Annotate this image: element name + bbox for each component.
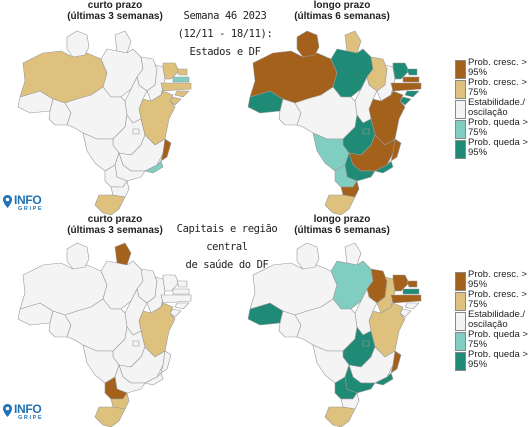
state-al bbox=[404, 302, 420, 310]
legend-swatch bbox=[455, 332, 466, 351]
state-rr bbox=[66, 30, 90, 58]
legend-label: Prob. queda > 95% bbox=[468, 137, 528, 158]
legend-label: Prob. queda > 75% bbox=[468, 117, 528, 138]
state-rn bbox=[176, 68, 188, 76]
state-pe bbox=[160, 294, 192, 304]
panel-title-line2: (últimas 6 semanas) bbox=[294, 11, 390, 22]
state-pb bbox=[402, 288, 420, 295]
legend-label: Prob. queda > 75% bbox=[468, 329, 528, 350]
panel-title-line2: (últimas 3 semanas) bbox=[67, 225, 163, 236]
pin-icon bbox=[3, 195, 12, 208]
state-df bbox=[362, 128, 370, 135]
center-title-line2: de saúde do DF bbox=[185, 259, 269, 271]
state-es bbox=[390, 350, 402, 374]
state-df bbox=[132, 340, 140, 347]
top-left-panel-title: curto prazo (últimas 3 semanas) bbox=[55, 0, 175, 22]
state-rr bbox=[296, 242, 320, 270]
bottom-right-panel-title: longo prazo (últimas 6 semanas) bbox=[282, 214, 402, 236]
state-ap bbox=[344, 242, 362, 266]
pin-icon bbox=[3, 404, 12, 417]
state-rr bbox=[66, 242, 90, 270]
legend-swatch bbox=[455, 100, 466, 119]
top-right-panel-title: longo prazo (últimas 6 semanas) bbox=[282, 0, 402, 22]
state-pb bbox=[172, 76, 190, 83]
logo-sub-text: GRIPE bbox=[18, 415, 44, 421]
legend-bottom: Prob. cresc. > 95% Prob. cresc. > 75% Es… bbox=[455, 270, 530, 372]
state-pe bbox=[390, 82, 422, 92]
state-al bbox=[174, 90, 190, 98]
state-ce bbox=[162, 274, 180, 292]
center-title-line3: Estados e DF bbox=[189, 46, 261, 58]
panel-title-line2: (últimas 6 semanas) bbox=[294, 225, 390, 236]
legend-label: Prob. cresc. > 75% bbox=[468, 77, 527, 98]
logo-sub-text: GRIPE bbox=[18, 206, 44, 212]
state-rn bbox=[176, 280, 188, 288]
map-top-right bbox=[247, 30, 422, 215]
logo-main-text: INFO bbox=[14, 193, 42, 207]
state-es bbox=[160, 350, 172, 374]
state-ap bbox=[344, 30, 362, 54]
legend-swatch bbox=[455, 80, 466, 99]
state-pb bbox=[172, 288, 190, 295]
panel-title-line1: longo prazo bbox=[313, 0, 371, 11]
state-rj bbox=[374, 372, 394, 386]
panel-title-line1: curto prazo bbox=[87, 0, 143, 11]
state-ce bbox=[162, 62, 180, 80]
legend-swatch bbox=[455, 292, 466, 311]
state-pe bbox=[390, 294, 422, 304]
legend-label: Prob. cresc. > 75% bbox=[468, 289, 527, 310]
state-ap bbox=[114, 30, 132, 54]
state-df bbox=[132, 128, 140, 135]
legend-swatch bbox=[455, 352, 466, 371]
state-rj bbox=[374, 160, 394, 174]
state-ap bbox=[114, 242, 132, 266]
legend-top: Prob. cresc. > 95% Prob. cresc. > 75% Es… bbox=[455, 58, 530, 160]
bottom-center-title: Capitais e região central de saúde do DF bbox=[162, 220, 292, 274]
map-top-left bbox=[17, 30, 192, 215]
center-title-line2: (12/11 - 18/11): bbox=[177, 28, 273, 40]
legend-label: Prob. cresc. > 95% bbox=[468, 57, 527, 78]
legend-label: Prob. cresc. > 95% bbox=[468, 269, 527, 290]
legend-label: Estabilidade./ oscilação bbox=[468, 97, 526, 118]
panel-title-line1: longo prazo bbox=[313, 214, 371, 225]
legend-label: Estabilidade./ oscilação bbox=[468, 309, 526, 330]
state-es bbox=[390, 138, 402, 162]
state-rs bbox=[94, 194, 126, 215]
state-es bbox=[160, 138, 172, 162]
state-ce bbox=[392, 62, 410, 80]
state-rn bbox=[406, 280, 418, 288]
state-ce bbox=[392, 274, 410, 292]
state-df bbox=[362, 340, 370, 347]
logo-main-text: INFO bbox=[14, 402, 42, 416]
legend-swatch bbox=[455, 312, 466, 331]
state-rs bbox=[94, 406, 126, 427]
legend-swatch bbox=[455, 120, 466, 139]
state-al bbox=[404, 90, 420, 98]
infogripe-logo-top: INFO GRIPE bbox=[3, 193, 53, 215]
center-title-line1: Semana 46 2023 bbox=[183, 10, 267, 22]
state-rr bbox=[296, 30, 320, 58]
map-bottom-left bbox=[17, 242, 192, 427]
bottom-left-panel-title: curto prazo (últimas 3 semanas) bbox=[55, 214, 175, 236]
center-title-line1: Capitais e região central bbox=[176, 223, 278, 253]
state-pb bbox=[402, 76, 420, 83]
infogripe-logo-bottom: INFO GRIPE bbox=[3, 402, 53, 424]
state-al bbox=[174, 302, 190, 310]
state-rj bbox=[144, 372, 164, 386]
legend-swatch bbox=[455, 272, 466, 291]
state-rs bbox=[324, 194, 356, 215]
state-rs bbox=[324, 406, 356, 427]
map-bottom-right bbox=[247, 242, 422, 427]
panel-title-line2: (últimas 3 semanas) bbox=[67, 11, 163, 22]
panel-title-line1: curto prazo bbox=[87, 214, 143, 225]
legend-label: Prob. queda > 95% bbox=[468, 349, 528, 370]
legend-swatch bbox=[455, 60, 466, 79]
state-rn bbox=[406, 68, 418, 76]
state-rj bbox=[144, 160, 164, 174]
legend-swatch bbox=[455, 140, 466, 159]
top-center-title: Semana 46 2023 (12/11 - 18/11): Estados … bbox=[165, 7, 285, 61]
state-pe bbox=[160, 82, 192, 92]
